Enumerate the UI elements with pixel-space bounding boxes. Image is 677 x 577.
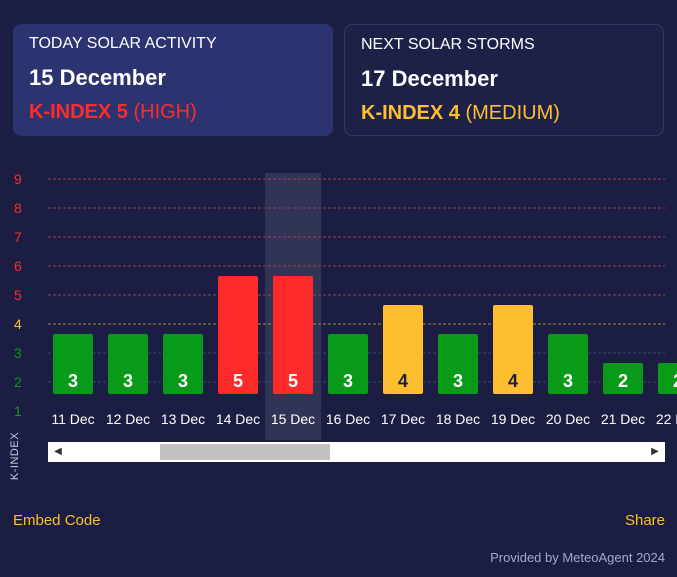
today-solar-activity-card: TODAY SOLAR ACTIVITY 15 December K-INDEX…	[13, 24, 333, 136]
share-link[interactable]: Share	[624, 512, 665, 529]
y-tick-label: 7	[14, 229, 22, 245]
x-tick-label: 21 Dec	[601, 411, 645, 427]
today-k-index-level: (HIGH)	[133, 101, 197, 123]
y-tick-label: 6	[14, 258, 22, 274]
bar	[53, 334, 93, 394]
x-tick-label: 22 Dec	[656, 411, 677, 427]
embed-code-link[interactable]: Embed Code	[13, 512, 101, 529]
bar-value-label: 3	[343, 371, 353, 391]
bar-value-label: 3	[453, 371, 463, 391]
y-tick-label: 2	[14, 374, 22, 390]
y-tick-label: 8	[14, 200, 22, 216]
y-tick-label: 3	[14, 345, 22, 361]
next-k-index-value: K-INDEX 4	[361, 102, 460, 124]
next-solar-storms-card: NEXT SOLAR STORMS 17 December K-INDEX 4 …	[344, 24, 664, 136]
bar	[548, 334, 588, 394]
bar	[218, 276, 258, 394]
bar	[108, 334, 148, 394]
bar-value-label: 2	[673, 371, 677, 391]
k-index-chart-svg: 1 2 3 4 5 6 7 8 9 3 11 Dec 3 12 Dec 3 13 Dec 5 14 Dec 5 15…	[14, 171, 677, 440]
bar	[493, 305, 533, 394]
y-tick-label: 9	[14, 171, 22, 187]
bar	[438, 334, 478, 394]
today-card-date: 15 December	[29, 65, 166, 90]
x-tick-label: 19 Dec	[491, 411, 535, 427]
y-tick-label: 5	[14, 287, 22, 303]
x-tick-label: 16 Dec	[326, 411, 370, 427]
bar	[163, 334, 203, 394]
bar-value-label: 2	[618, 371, 628, 391]
x-tick-label: 12 Dec	[106, 411, 150, 427]
next-k-index-level: (MEDIUM)	[465, 102, 560, 124]
bar-value-label: 5	[233, 371, 243, 391]
bar-value-label: 4	[398, 371, 408, 391]
bar-value-label: 4	[508, 371, 518, 391]
y-tick-label: 4	[14, 316, 22, 332]
bar	[603, 363, 643, 394]
bar-value-label: 3	[123, 371, 133, 391]
bar	[273, 276, 313, 394]
bar-value-label: 3	[178, 371, 188, 391]
today-card-label: TODAY SOLAR ACTIVITY	[29, 35, 217, 52]
x-tick-label: 14 Dec	[216, 411, 260, 427]
bar	[328, 334, 368, 394]
next-card-label: NEXT SOLAR STORMS	[361, 36, 535, 53]
next-card-date: 17 December	[361, 66, 498, 91]
provided-by-credit: Provided by MeteoAgent 2024	[490, 550, 665, 565]
chart-scrollbar[interactable]: ◀ ▶	[48, 442, 665, 462]
today-k-index: K-INDEX 5 (HIGH)	[29, 101, 317, 124]
scroll-left-arrow-icon[interactable]: ◀	[54, 446, 62, 457]
x-tick-label: 18 Dec	[436, 411, 480, 427]
scroll-thumb[interactable]	[160, 444, 330, 460]
x-tick-label: 15 Dec	[271, 411, 315, 427]
bar	[658, 363, 677, 394]
scroll-right-arrow-icon[interactable]: ▶	[651, 446, 659, 457]
next-k-index: K-INDEX 4 (MEDIUM)	[361, 102, 647, 125]
bar-value-label: 3	[68, 371, 78, 391]
x-tick-label: 13 Dec	[161, 411, 205, 427]
x-tick-label: 20 Dec	[546, 411, 590, 427]
k-index-chart: 1 2 3 4 5 6 7 8 9 3 11 Dec 3 12 Dec 3 13 Dec 5 14 Dec 5 15…	[0, 160, 677, 490]
y-tick-label: 1	[14, 403, 22, 419]
today-k-index-value: K-INDEX 5	[29, 101, 128, 123]
x-tick-label: 17 Dec	[381, 411, 425, 427]
bar-value-label: 5	[288, 371, 298, 391]
x-tick-label: 11 Dec	[51, 411, 94, 427]
bar-value-label: 3	[563, 371, 573, 391]
y-axis-title: K-INDEX	[9, 431, 21, 481]
bar	[383, 305, 423, 394]
